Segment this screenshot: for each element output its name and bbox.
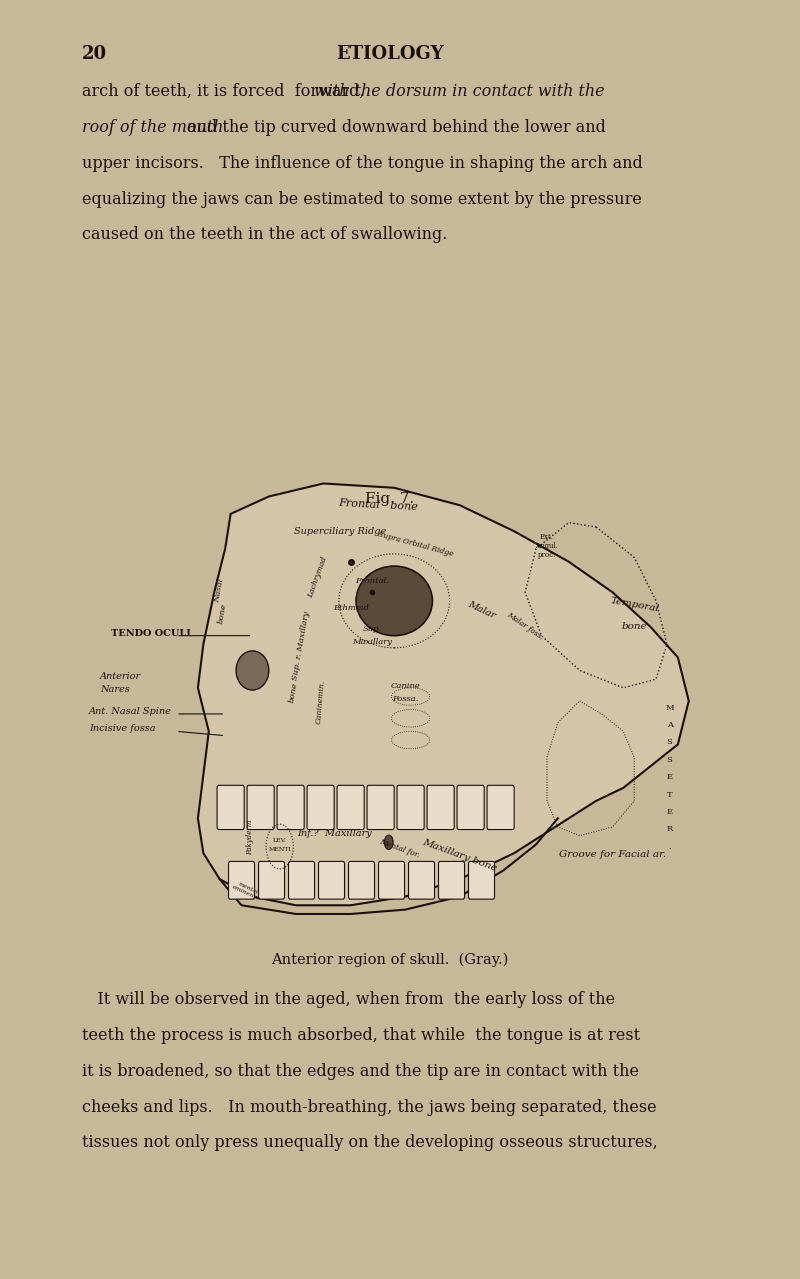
Text: Pakyderm: Pakyderm (246, 820, 254, 856)
Text: Ext.
Angul.
proc.: Ext. Angul. proc. (535, 533, 558, 559)
Text: 20: 20 (82, 45, 107, 63)
Text: S: S (666, 756, 673, 764)
Text: bone: bone (622, 623, 647, 632)
FancyBboxPatch shape (289, 862, 314, 899)
Text: Maxillary bone: Maxillary bone (422, 838, 498, 872)
FancyBboxPatch shape (337, 785, 364, 830)
Text: Ethmoid: Ethmoid (333, 604, 369, 611)
Text: MENTI: MENTI (268, 847, 291, 852)
Text: Maxillary: Maxillary (353, 638, 393, 646)
FancyBboxPatch shape (378, 862, 405, 899)
FancyBboxPatch shape (397, 785, 424, 830)
Text: Sup. r. Maxillary: Sup. r. Maxillary (291, 610, 311, 682)
Ellipse shape (236, 651, 269, 691)
Text: Mental for.: Mental for. (378, 838, 421, 859)
FancyBboxPatch shape (247, 785, 274, 830)
Text: bone: bone (217, 602, 228, 624)
Text: Frontal   bone: Frontal bone (338, 498, 418, 513)
Text: M: M (666, 703, 674, 711)
Text: arch of teeth, it is forced  forward,: arch of teeth, it is forced forward, (82, 83, 370, 100)
Text: A: A (666, 721, 673, 729)
Text: mental
eminence: mental eminence (231, 879, 263, 902)
Text: Lachrymad: Lachrymad (306, 555, 329, 599)
Text: Anterior: Anterior (100, 673, 141, 682)
Text: it is broadened, so that the edges and the tip are in contact with the: it is broadened, so that the edges and t… (82, 1063, 639, 1079)
Text: Groove for Facial ar.: Groove for Facial ar. (559, 851, 666, 859)
Text: Fossa.: Fossa. (392, 694, 418, 703)
Text: TENDO OCULI: TENDO OCULI (110, 629, 190, 638)
Text: Inf.?  Maxillary: Inf.? Maxillary (297, 829, 372, 838)
Text: caused on the teeth in the act of swallowing.: caused on the teeth in the act of swallo… (82, 226, 447, 243)
Text: Nasal: Nasal (214, 578, 226, 602)
FancyBboxPatch shape (487, 785, 514, 830)
FancyBboxPatch shape (409, 862, 434, 899)
Text: tissues not only press unequally on the developing osseous structures,: tissues not only press unequally on the … (82, 1134, 658, 1151)
FancyBboxPatch shape (349, 862, 374, 899)
Text: bone: bone (288, 682, 299, 703)
Text: S: S (666, 738, 673, 747)
Text: ETIOLOGY: ETIOLOGY (336, 45, 443, 63)
FancyBboxPatch shape (367, 785, 394, 830)
Text: Malar foss.: Malar foss. (506, 611, 545, 642)
Text: Malar: Malar (466, 600, 497, 620)
Text: It will be observed in the aged, when from  the early loss of the: It will be observed in the aged, when fr… (82, 991, 615, 1008)
Text: Incisive fossa: Incisive fossa (89, 724, 155, 733)
Text: roof of the mouth: roof of the mouth (82, 119, 223, 136)
Text: LEV.: LEV. (273, 838, 286, 843)
Text: cheeks and lips.   In mouth-breathing, the jaws being separated, these: cheeks and lips. In mouth-breathing, the… (82, 1099, 657, 1115)
FancyBboxPatch shape (427, 785, 454, 830)
Text: teeth the process is much absorbed, that while  the tongue is at rest: teeth the process is much absorbed, that… (82, 1027, 640, 1044)
Ellipse shape (356, 567, 433, 636)
FancyBboxPatch shape (229, 862, 254, 899)
Text: Ant. Nasal Spine: Ant. Nasal Spine (89, 707, 172, 716)
Text: T: T (667, 790, 673, 798)
Text: R: R (666, 825, 673, 834)
Text: Fig. 7.: Fig. 7. (365, 492, 414, 506)
FancyBboxPatch shape (217, 785, 244, 830)
Text: Frontal.: Frontal. (355, 578, 390, 586)
Text: Supra Orbital Ridge: Supra Orbital Ridge (378, 531, 454, 558)
Circle shape (385, 835, 393, 849)
Polygon shape (198, 483, 689, 906)
Text: with the dorsum in contact with the: with the dorsum in contact with the (314, 83, 605, 100)
Text: Nares: Nares (100, 686, 130, 694)
Text: .: . (668, 843, 671, 851)
FancyBboxPatch shape (258, 862, 285, 899)
FancyBboxPatch shape (277, 785, 304, 830)
FancyBboxPatch shape (318, 862, 345, 899)
FancyBboxPatch shape (307, 785, 334, 830)
FancyBboxPatch shape (457, 785, 484, 830)
Text: E: E (666, 808, 673, 816)
Text: E: E (666, 774, 673, 781)
Text: Canine: Canine (390, 682, 420, 689)
Text: Sup.: Sup. (363, 625, 382, 633)
Text: Superciliary Ridge: Superciliary Ridge (294, 527, 386, 536)
Text: Anterior region of skull.  (Gray.): Anterior region of skull. (Gray.) (271, 953, 508, 967)
FancyBboxPatch shape (469, 862, 494, 899)
Text: Temporal: Temporal (609, 596, 659, 614)
Text: upper incisors.   The influence of the tongue in shaping the arch and: upper incisors. The influence of the ton… (82, 155, 642, 171)
FancyBboxPatch shape (438, 862, 465, 899)
Text: Caninemin.: Caninemin. (314, 680, 326, 725)
Text: equalizing the jaws can be estimated to some extent by the pressure: equalizing the jaws can be estimated to … (82, 191, 642, 207)
Text: and the tip curved downward behind the lower and: and the tip curved downward behind the l… (182, 119, 606, 136)
